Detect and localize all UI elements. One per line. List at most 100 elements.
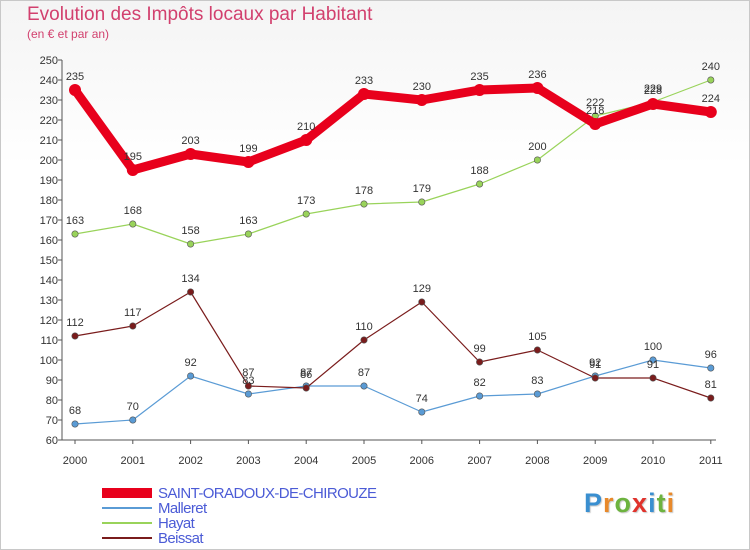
data-label: 87 xyxy=(300,367,312,379)
legend-label-beissat: Beissat xyxy=(158,529,204,547)
data-label: 163 xyxy=(66,215,84,227)
series-layer xyxy=(69,76,717,428)
data-point xyxy=(533,156,541,164)
y-tick-label: 150 xyxy=(40,255,58,267)
legend-item-malleret: Malleret xyxy=(102,499,207,517)
y-tick-label: 230 xyxy=(40,95,58,107)
data-label: 178 xyxy=(355,185,373,197)
y-tick-label: 170 xyxy=(40,215,58,227)
series-line xyxy=(74,291,712,399)
data-point xyxy=(71,332,79,340)
logo-letter: i xyxy=(648,488,657,518)
data-point xyxy=(244,230,252,238)
y-tick-label: 210 xyxy=(40,135,58,147)
x-tick-label: 2002 xyxy=(178,455,202,467)
logo-letter: o xyxy=(614,488,633,518)
data-label: 92 xyxy=(184,357,196,369)
proxiti-logo: Proxiti xyxy=(584,488,675,519)
data-point xyxy=(589,118,602,130)
data-point xyxy=(187,288,195,296)
legend-swatch-beissat xyxy=(102,537,152,539)
data-point xyxy=(302,384,310,392)
series-line xyxy=(70,83,716,175)
data-point xyxy=(649,356,657,364)
data-label: 82 xyxy=(473,377,485,389)
legend-label-saint-oradoux: SAINT-ORADOUX-DE-CHIROUZE xyxy=(158,484,377,502)
data-label: 91 xyxy=(647,359,659,371)
data-point xyxy=(415,94,428,106)
x-tick-label: 2011 xyxy=(699,455,723,467)
legend-swatch-hayat xyxy=(102,522,152,524)
legend-item-saint-oradoux: SAINT-ORADOUX-DE-CHIROUZE xyxy=(102,484,377,502)
data-label: 112 xyxy=(66,317,84,329)
data-label: 92 xyxy=(589,357,601,369)
data-point xyxy=(704,106,717,118)
data-label: 235 xyxy=(470,71,488,83)
data-point xyxy=(129,416,137,424)
data-point xyxy=(476,392,484,400)
data-point xyxy=(184,148,197,160)
y-tick-label: 120 xyxy=(40,315,58,327)
data-label: 99 xyxy=(473,343,485,355)
data-point xyxy=(418,298,426,306)
data-point xyxy=(360,382,368,390)
x-tick-label: 2001 xyxy=(121,455,145,467)
data-label: 195 xyxy=(124,151,142,163)
y-tick-label: 100 xyxy=(40,355,58,367)
logo-letter: x xyxy=(632,488,649,518)
data-point xyxy=(244,382,252,390)
data-label: 110 xyxy=(355,321,373,333)
data-point xyxy=(126,164,139,176)
y-tick-label: 80 xyxy=(46,395,58,407)
data-point xyxy=(707,76,715,84)
data-label: 229 xyxy=(644,83,662,95)
data-label: 199 xyxy=(239,143,257,155)
data-label: 70 xyxy=(127,401,139,413)
logo-letter: P xyxy=(584,488,604,518)
data-label: 179 xyxy=(413,183,431,195)
data-label: 91 xyxy=(589,359,601,371)
data-point xyxy=(187,240,195,248)
series-line xyxy=(74,79,712,245)
legend-swatch-saint-oradoux xyxy=(102,488,152,498)
y-tick-label: 160 xyxy=(40,235,58,247)
y-tick-label: 70 xyxy=(46,415,58,427)
legend-label-malleret: Malleret xyxy=(158,499,207,517)
data-point xyxy=(476,180,484,188)
data-point xyxy=(358,88,370,100)
data-label: 233 xyxy=(355,75,373,87)
y-tick-label: 200 xyxy=(40,155,58,167)
x-tick-label: 2004 xyxy=(294,455,318,467)
x-tick-label: 2005 xyxy=(352,455,376,467)
y-tick-label: 110 xyxy=(40,335,58,347)
data-point xyxy=(591,374,599,382)
data-label: 188 xyxy=(470,165,488,177)
y-tick-label: 90 xyxy=(46,375,58,387)
data-label: 222 xyxy=(586,97,604,109)
data-point xyxy=(244,390,252,398)
data-point xyxy=(418,198,426,206)
chart-title: Evolution des Impôts locaux par Habitant xyxy=(27,4,373,25)
data-point xyxy=(649,374,657,382)
legend-item-beissat: Beissat xyxy=(102,529,204,547)
data-label: 168 xyxy=(124,205,142,217)
data-label: 74 xyxy=(416,393,428,405)
data-point xyxy=(71,420,79,428)
x-tick-label: 2006 xyxy=(410,455,434,467)
data-label: 230 xyxy=(413,81,431,93)
data-label: 81 xyxy=(705,379,717,391)
series-line xyxy=(74,359,712,425)
y-tick-label: 190 xyxy=(40,175,58,187)
data-point xyxy=(647,98,659,110)
data-label: 236 xyxy=(528,69,546,81)
data-label: 96 xyxy=(705,349,717,361)
logo-letter: t xyxy=(656,488,667,518)
data-label: 240 xyxy=(702,61,720,73)
axes: 60 70 80 90 100 110 120 130 140 150 160 170 180 190 20… xyxy=(40,55,723,467)
legend-label-hayat: Hayat xyxy=(158,514,195,532)
logo-letter: i xyxy=(666,488,676,518)
x-tick-label: 2009 xyxy=(583,455,607,467)
data-label: 218 xyxy=(586,105,604,117)
